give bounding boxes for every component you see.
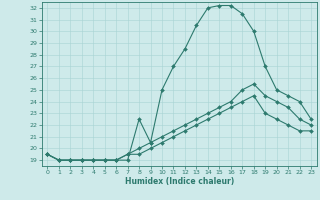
X-axis label: Humidex (Indice chaleur): Humidex (Indice chaleur)	[124, 177, 234, 186]
